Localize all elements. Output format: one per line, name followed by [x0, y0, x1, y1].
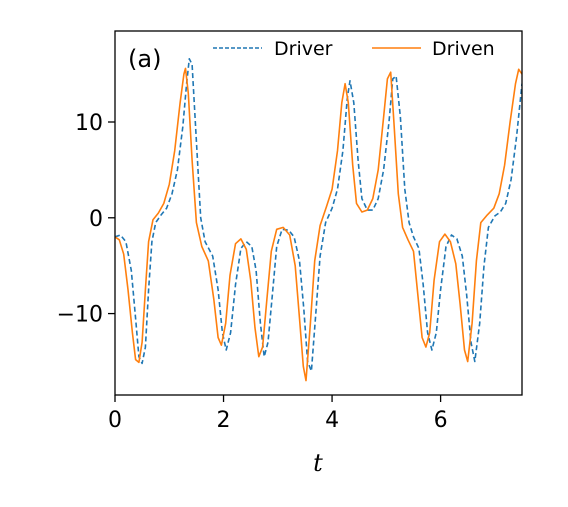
series-line-driven [115, 67, 522, 382]
x-axis-label: t [313, 449, 323, 477]
x-tick-label: 6 [434, 408, 448, 433]
legend-text-driver: Driver [274, 38, 333, 60]
x-tick-label: 0 [108, 408, 122, 433]
y-tick-label: −10 [57, 303, 103, 328]
legend: Driver Driven [213, 38, 495, 60]
y-tick-label: 0 [89, 207, 103, 232]
ticks-layer: 0 2 4 6 10 0 −10 [57, 111, 448, 433]
legend-text-driven: Driven [432, 38, 495, 60]
y-tick-label: 10 [75, 111, 103, 136]
series-layer [115, 58, 522, 382]
x-tick-label: 4 [325, 408, 339, 433]
panel-label: (a) [128, 45, 161, 73]
plot-frame [114, 30, 523, 396]
x-tick-label: 2 [217, 408, 231, 433]
